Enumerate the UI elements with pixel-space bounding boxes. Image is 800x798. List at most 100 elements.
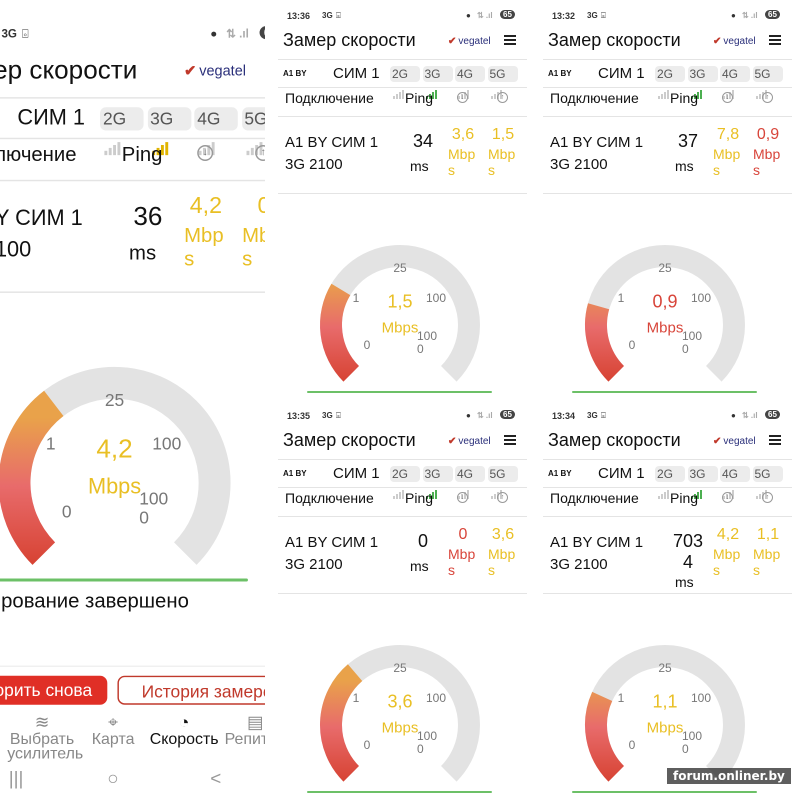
- header-connection: Подключение: [285, 490, 374, 506]
- ping-unit: ms: [129, 240, 157, 264]
- tech-label: 5G: [754, 467, 771, 481]
- tech-chip-3g[interactable]: 3G: [687, 66, 718, 99]
- ping-value: 34: [412, 131, 434, 151]
- tech-chip-4g[interactable]: 4G: [194, 107, 238, 155]
- sim-selector[interactable]: СИМ 1: [598, 65, 645, 82]
- sim-selector[interactable]: СИМ 1: [333, 465, 380, 482]
- phone-screen: 13:36 3G ⌻ ● ⇅ .ıl 65 Замер скорости ✔ ve…: [270, 0, 535, 395]
- gauge-value: 0,9: [652, 291, 678, 312]
- tech-chip-4g[interactable]: 4G: [455, 66, 485, 99]
- screenshot-icon: ⌻: [336, 411, 341, 420]
- upload-speed: 0 Mbps: [239, 194, 265, 269]
- status-time: 13:32: [552, 11, 576, 21]
- download-unit: Mbps: [713, 546, 741, 578]
- tech-chip-2g[interactable]: 2G: [655, 466, 685, 499]
- divider: [543, 193, 792, 194]
- phone-screen: 13:34 3G ⌻ ● ⇅ .ıl 65 Замер скорости ✔ ve…: [535, 400, 800, 795]
- tech-chip-4g[interactable]: 4G: [720, 466, 750, 499]
- speed-gauge: [585, 245, 745, 382]
- signal-bars-icon: [690, 83, 703, 99]
- divider: [0, 665, 265, 667]
- tech-label: 2G: [392, 67, 409, 81]
- divider: [543, 59, 792, 60]
- signal-icon: ⇅ .ıl: [742, 11, 758, 20]
- signal-icon: ⇅ .ıl: [477, 411, 493, 420]
- phone-screen: 13:32 3G ⌻ ● ⇅ .ıl 65 Замер скорости ✔ ve…: [535, 0, 800, 395]
- tech-chip-5g[interactable]: 5G: [487, 66, 518, 99]
- tech-label: 4G: [457, 67, 474, 81]
- progress-bar: [307, 791, 492, 793]
- gauge-fill: [585, 303, 625, 382]
- operator-label: A1 BY: [548, 69, 572, 78]
- menu-icon[interactable]: [504, 433, 516, 447]
- connection-band: 3G 2100: [285, 556, 343, 573]
- gauge-fill: [320, 283, 360, 382]
- page-title: Замер скорости: [548, 30, 681, 50]
- divider: [0, 291, 265, 293]
- tech-chip-2g[interactable]: 2G: [100, 107, 144, 155]
- nav-item-0[interactable]: ≋ Выбрать усилитель: [7, 712, 83, 762]
- tech-chip-2g[interactable]: 2G: [390, 466, 420, 499]
- brand-name: vegatel: [458, 36, 491, 47]
- phone-screenshot-2: 13:36 3G ⌻ ● ⇅ .ıl 65 Замер скорости ✔ ve…: [270, 0, 535, 395]
- recents-button[interactable]: |||: [8, 767, 24, 789]
- download-value: 4,2: [716, 526, 740, 543]
- header-ping: Ping: [121, 142, 163, 166]
- tech-label: 4G: [197, 108, 221, 130]
- tech-chip-3g[interactable]: 3G: [422, 466, 453, 499]
- tech-chip-2g[interactable]: 2G: [390, 66, 420, 99]
- progress-bar: [307, 391, 492, 393]
- divider: [278, 487, 527, 488]
- tech-chip-3g[interactable]: 3G: [422, 66, 453, 99]
- tech-chip-2g[interactable]: 2G: [655, 66, 685, 99]
- header-ping: Ping: [405, 90, 434, 106]
- home-button[interactable]: ○: [107, 767, 119, 789]
- history-button[interactable]: История замеров: [117, 675, 265, 705]
- gauge-tick-25: 25: [658, 661, 672, 675]
- tech-chip-3g[interactable]: 3G: [687, 466, 718, 499]
- gauge-value: 4,2: [96, 434, 133, 464]
- sim-selector[interactable]: СИМ 1: [598, 465, 645, 482]
- battery-icon: 65: [259, 26, 265, 40]
- gauge-unit: Mbps: [381, 319, 419, 337]
- retry-button[interactable]: Повторить снова: [0, 675, 108, 705]
- gauge-unit: Mbps: [381, 719, 419, 737]
- signal-bars-icon: [151, 132, 169, 155]
- map-pin-icon: ⌖: [108, 711, 118, 733]
- download-icon: ↓: [457, 92, 468, 103]
- sim-selector[interactable]: СИМ 1: [333, 65, 380, 82]
- connection-name: A1 BY СИМ 1: [0, 205, 83, 231]
- brand-name: vegatel: [723, 436, 756, 447]
- menu-icon[interactable]: [769, 433, 781, 447]
- ping-value: 7034: [672, 531, 704, 572]
- back-button[interactable]: <: [210, 767, 222, 789]
- tech-label: 5G: [754, 67, 771, 81]
- nav-label: Карта: [91, 730, 135, 749]
- status-network: 3G: [587, 11, 598, 20]
- menu-icon[interactable]: [504, 33, 516, 47]
- upload-icon: ↑: [255, 145, 265, 161]
- upload-speed: 1,1 Mbps: [751, 526, 785, 578]
- progress-bar: [0, 578, 248, 582]
- download-unit: Mbps: [184, 223, 224, 270]
- sim-selector[interactable]: СИМ 1: [17, 105, 86, 131]
- brand-logo: ✔ vegatel: [184, 63, 246, 80]
- tech-label: 2G: [102, 108, 127, 130]
- signal-bars-icon: [690, 483, 703, 499]
- progress-bar: [572, 791, 757, 793]
- gauge-tick-1000: 1000: [139, 488, 169, 528]
- nav-item-2[interactable]: ◔ Скорость: [149, 711, 219, 748]
- nav-item-3[interactable]: ▤Репитер: [220, 712, 265, 748]
- gauge-tick-1000: 1000: [417, 729, 438, 756]
- gauge-tick-25: 25: [393, 661, 407, 675]
- menu-icon[interactable]: [769, 33, 781, 47]
- battery-icon: 65: [500, 410, 515, 419]
- tech-chip-3g[interactable]: 3G: [147, 107, 191, 155]
- gauge-tick-100: 100: [425, 291, 447, 305]
- page-title: Замер скорости: [283, 30, 416, 50]
- progress-bar: [572, 391, 757, 393]
- speedometer-icon: ◔: [178, 711, 190, 733]
- signal-icon: ⇅ .ıl: [742, 411, 758, 420]
- ping-value: 0: [417, 531, 428, 551]
- nav-item-1[interactable]: ⌖ Карта: [78, 711, 148, 749]
